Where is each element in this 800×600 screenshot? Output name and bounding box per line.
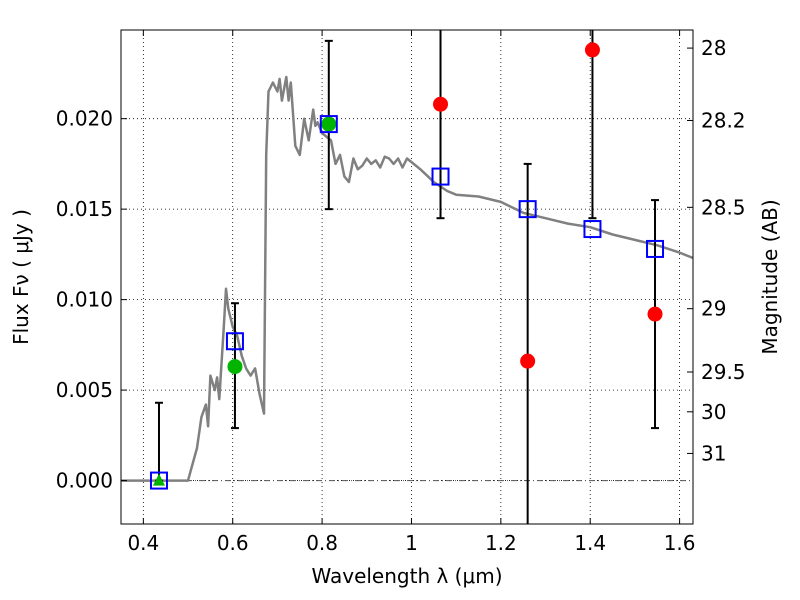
data-markers xyxy=(152,42,663,486)
green-point xyxy=(227,359,243,375)
spectrum-line xyxy=(121,75,694,482)
green-point xyxy=(321,116,337,132)
observed-point xyxy=(584,42,600,58)
x-tick-label: 1.6 xyxy=(664,531,696,555)
y2-tick-label: 28.5 xyxy=(701,195,746,219)
model-square xyxy=(149,471,168,490)
x-tick-label: 1 xyxy=(405,531,418,555)
y-axis-label: Flux Fν ( μJy ) xyxy=(9,209,33,345)
y2-tick-label: 28.2 xyxy=(701,108,746,132)
model-square xyxy=(646,239,665,258)
y2-tick-label: 31 xyxy=(701,441,726,465)
observed-point xyxy=(647,306,663,322)
y2-axis-label: Magnitude (AB) xyxy=(758,199,782,354)
y-tick-label: 0.015 xyxy=(56,197,113,221)
model-square xyxy=(225,332,244,351)
model-square xyxy=(518,200,537,219)
x-tick-label: 0.6 xyxy=(217,531,249,555)
x-axis-label: Wavelength λ (μm) xyxy=(311,564,502,588)
y-tick-label: 0.005 xyxy=(56,378,113,402)
y2-tick-label: 28 xyxy=(701,36,726,60)
axis-ticks: 0.4 0.6 0.8 1 1.2 1.4 1.6 0.000 0.005 0.010 0.015 0… xyxy=(56,30,746,555)
y-tick-label: 0.010 xyxy=(56,288,113,312)
model-spectrum xyxy=(121,75,694,482)
observed-point xyxy=(520,353,536,369)
x-tick-label: 0.4 xyxy=(127,531,159,555)
x-tick-label: 1.2 xyxy=(485,531,517,555)
error-bars xyxy=(154,30,660,524)
y2-tick-label: 29.5 xyxy=(701,360,746,384)
model-square xyxy=(583,220,602,239)
model-square xyxy=(431,167,450,186)
y2-tick-label: 30 xyxy=(701,400,726,424)
plot-frame xyxy=(120,29,694,525)
y2-tick-label: 29 xyxy=(701,297,726,321)
x-tick-label: 1.4 xyxy=(574,531,606,555)
y-tick-label: 0.000 xyxy=(56,469,113,493)
observed-point xyxy=(433,96,449,112)
y-tick-label: 0.020 xyxy=(56,107,113,131)
upper-limit-marker xyxy=(152,473,165,486)
grid xyxy=(121,30,693,524)
model-square xyxy=(319,115,338,134)
x-tick-label: 0.8 xyxy=(306,531,338,555)
model-squares xyxy=(149,115,665,490)
